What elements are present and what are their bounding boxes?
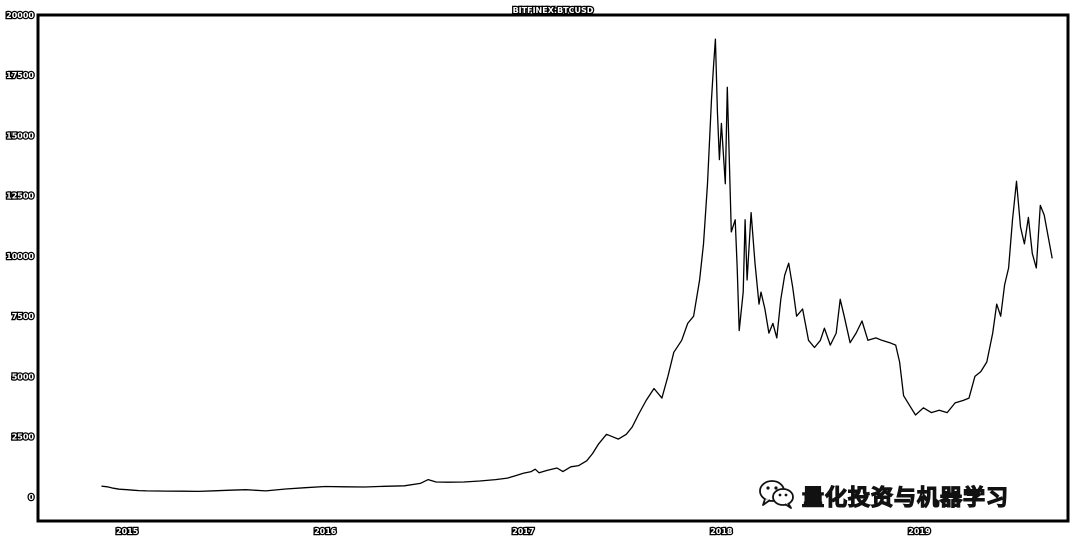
x-tick-label: 2019: [908, 527, 931, 536]
watermark: 量化投资与机器学习: [758, 480, 1009, 512]
x-tick-label: 2015: [116, 527, 139, 536]
x-tick-label: 2017: [512, 527, 534, 536]
x-tick-label: 2018: [710, 527, 733, 536]
watermark-text: 量化投资与机器学习: [801, 485, 1010, 511]
y-tick-label: 7500: [12, 312, 35, 321]
y-tick-label: 17500: [6, 71, 34, 80]
y-tick-label: 5000: [12, 372, 35, 381]
y-tick-label: 2500: [12, 433, 35, 442]
y-tick-label: 12500: [6, 192, 34, 201]
y-tick-label: 0: [28, 493, 34, 502]
x-tick-label: 2016: [314, 527, 337, 536]
chart-title: BITFINEX:BTCUSD: [513, 6, 594, 15]
y-tick-label: 20000: [6, 11, 34, 20]
price-series-line: [101, 38, 1053, 493]
wechat-icon: [758, 479, 796, 513]
y-tick-label: 15000: [6, 131, 34, 140]
y-tick-label: 10000: [6, 252, 34, 261]
plot-area: [36, 13, 1070, 523]
y-axis: 0 2500 5000 7500 10000 12500 15000 17500 20000: [5, 10, 36, 504]
x-axis: 2016 2017 2018 2019 2015: [115, 526, 933, 538]
